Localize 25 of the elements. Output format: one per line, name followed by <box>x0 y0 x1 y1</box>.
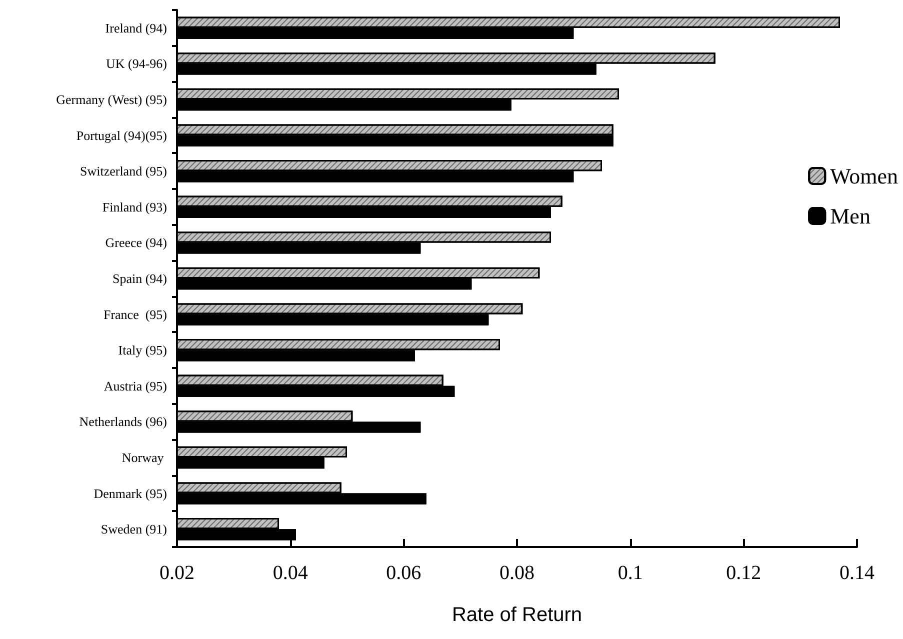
y-tick-label: Norway <box>122 450 167 465</box>
legend-label: Women <box>830 164 898 188</box>
y-tick-label: Italy (95) <box>118 342 167 358</box>
y-tick-label: Germany (West) (95) <box>56 92 167 107</box>
y-tick-label: Ireland (94) <box>105 20 167 36</box>
y-tick-label: Portugal (94)(95) <box>76 128 167 143</box>
y-tick-label: Spain (94) <box>112 271 167 286</box>
legend-label: Men <box>830 204 870 228</box>
y-tick-label: Greece (94) <box>105 235 167 250</box>
x-tick-label: 0.04 <box>272 562 308 584</box>
y-tick-label: Netherlands (96) <box>79 414 167 430</box>
x-axis-title: Rate of Return <box>452 604 582 626</box>
y-tick-label: Switzerland (95) <box>80 164 167 179</box>
y-tick-label: Denmark (95) <box>94 486 167 501</box>
y-tick-label: France (95) <box>103 306 167 322</box>
y-tick-label: Sweden (91) <box>100 522 167 537</box>
x-tick-label: 0.06 <box>386 562 422 584</box>
x-tick-label: 0.08 <box>500 562 534 584</box>
y-tick-label: Austria (95) <box>104 378 167 394</box>
x-tick-label: 0.14 <box>840 562 874 584</box>
y-tick-label: UK (94-96) <box>106 56 167 72</box>
x-tick-label: 0.1 <box>618 562 643 584</box>
x-tick-label: 0.02 <box>160 562 194 584</box>
x-tick-label: 0.12 <box>726 562 762 584</box>
y-tick-label: Finland (93) <box>102 199 167 214</box>
